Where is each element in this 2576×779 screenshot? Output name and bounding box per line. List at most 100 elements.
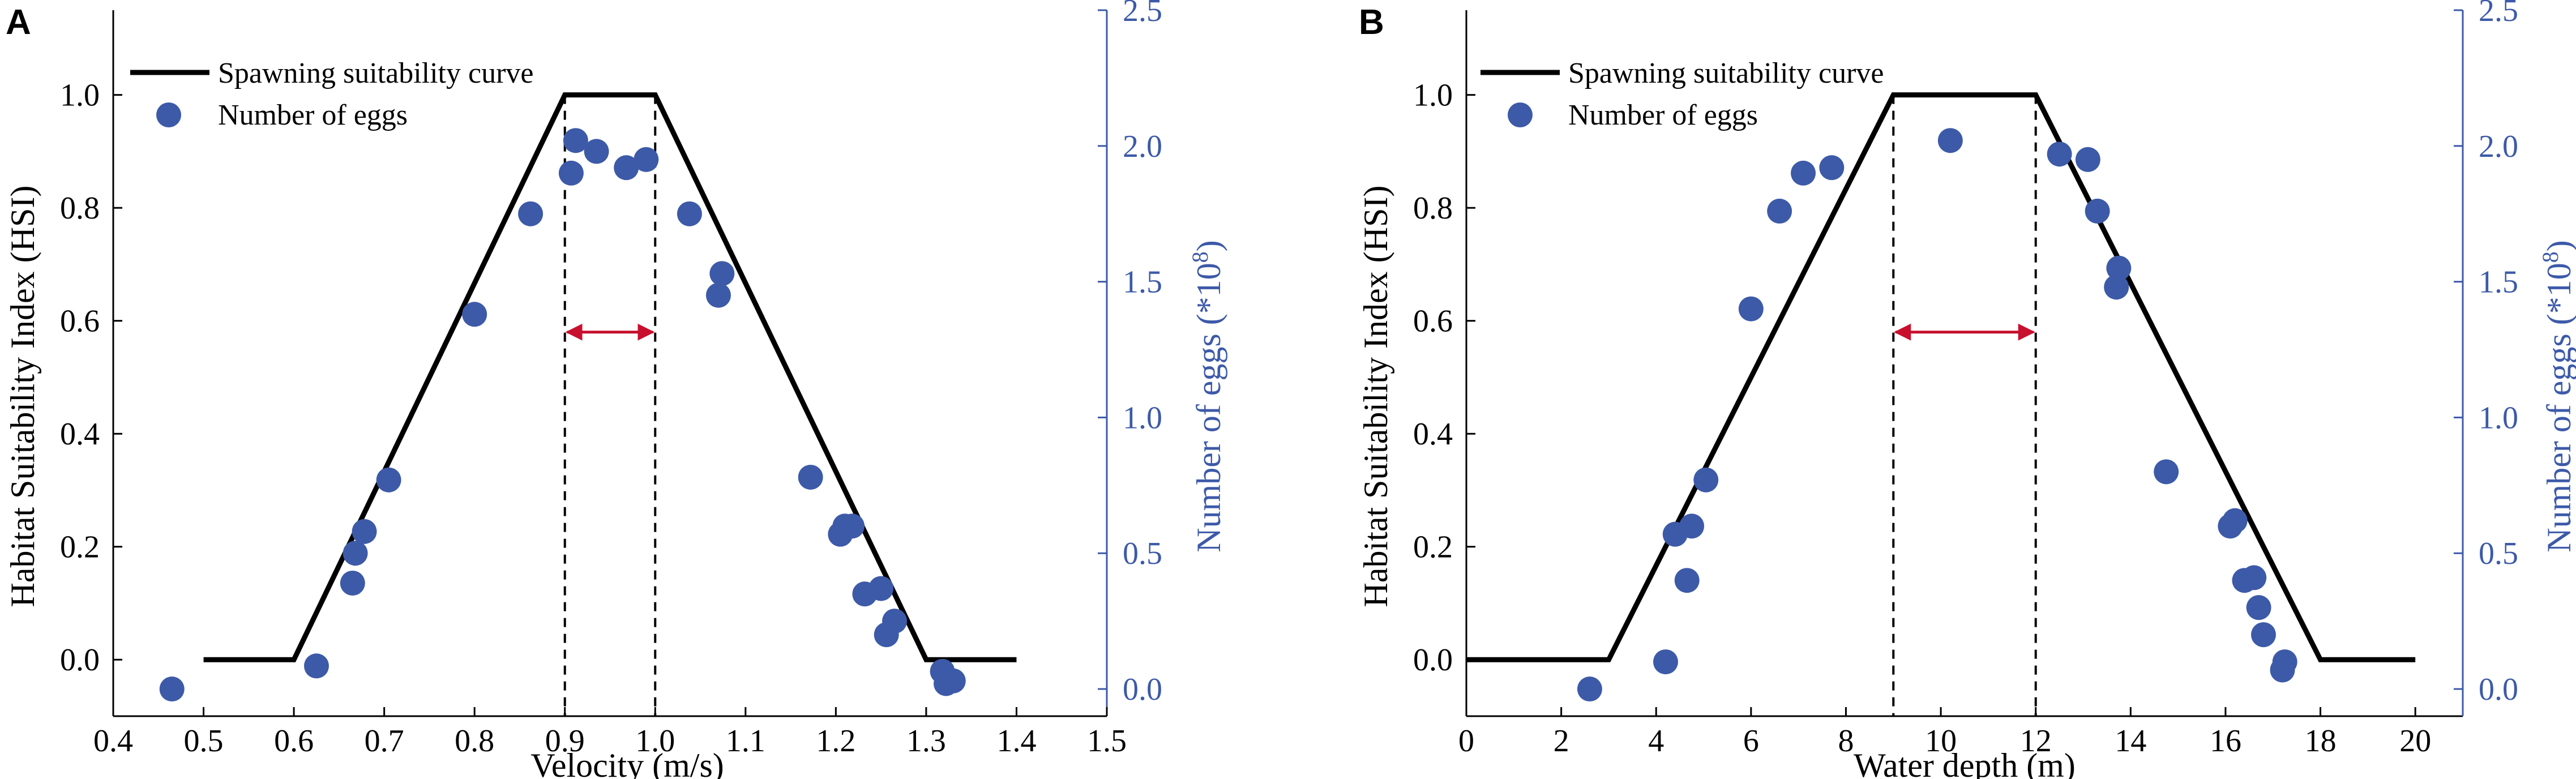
- y-tick-label: 0.6: [1413, 304, 1453, 339]
- egg-point: [2272, 649, 2297, 675]
- y2-axis-title-tail: ): [2540, 240, 2576, 251]
- egg-point: [1791, 160, 1816, 186]
- plot-layer: 0.4 0.5 0.6 0.7 0.8 0.9 1.0 1.1 1.2 1.3 1.4 1.5 0.0 0…: [60, 0, 1162, 759]
- y-axis-title: Habitat Suitability Index (HSI): [1357, 186, 1394, 607]
- x-tick-label: 16: [2210, 724, 2241, 759]
- y2-axis-title: Number of eggs (*108): [1187, 240, 1228, 553]
- egg-point: [1937, 128, 1963, 153]
- egg-point: [584, 139, 609, 164]
- x-axis-title: Velocity (m/s): [530, 747, 724, 779]
- x-tick-label: 2: [1554, 724, 1569, 759]
- x-tick-label: 0.8: [455, 724, 494, 759]
- egg-point: [518, 201, 544, 226]
- egg-point: [343, 541, 368, 566]
- x-tick-label: 8: [1838, 724, 1854, 759]
- x-tick-label: 0.5: [184, 724, 224, 759]
- panel-label: B: [1359, 3, 1384, 42]
- y-tick-label: 0.4: [60, 417, 100, 452]
- y2-axis-title-exponent: 8: [1187, 251, 1213, 263]
- y2-axis-title: Number of eggs (*108): [2538, 240, 2576, 553]
- egg-point: [2085, 198, 2110, 224]
- y-axis-title: Habitat Suitability Index (HSI): [4, 186, 41, 607]
- x-tick-label: 14: [2115, 724, 2146, 759]
- legend-label-eggs: Number of eggs: [1568, 99, 1758, 131]
- legend: Spawning suitability curve Number of egg…: [1480, 57, 1884, 131]
- chart-panel-a: A Habitat Suitability Index (HSI) Veloci…: [4, 0, 1227, 779]
- x-tick-label: 1.4: [996, 724, 1036, 759]
- egg-point: [352, 519, 377, 544]
- y2-tick-label: 0.0: [2479, 672, 2518, 707]
- x-tick-label: 1.2: [816, 724, 855, 759]
- x-axis-title: Water depth (m): [1854, 747, 2076, 779]
- y2-axis-title-main: Number of eggs (*10: [1190, 263, 1227, 553]
- egg-point: [677, 201, 702, 226]
- egg-point: [2106, 255, 2132, 281]
- x-tick-label: 0.4: [93, 724, 133, 759]
- egg-point: [558, 160, 584, 186]
- plot-layer: 0 2 4 6 8 10 12 14 16 18 20 0.0 0.2 0.4 0.6 0.8 1.0 0.0 0.…: [1413, 0, 2518, 759]
- egg-point: [940, 668, 966, 694]
- y2-tick-label: 2.5: [2479, 0, 2518, 28]
- egg-point: [2047, 142, 2072, 167]
- egg-point: [614, 155, 639, 181]
- x-tick-label: 10: [1925, 724, 1957, 759]
- y2-tick-label: 1.0: [1123, 400, 1162, 435]
- x-tick-label: 0: [1458, 724, 1474, 759]
- x-tick-label: 4: [1648, 724, 1664, 759]
- egg-point: [840, 513, 865, 539]
- egg-point: [2246, 595, 2271, 620]
- legend: Spawning suitability curve Number of egg…: [130, 57, 533, 131]
- x-tick-label: 20: [2399, 724, 2431, 759]
- x-tick-label: 0.6: [274, 724, 314, 759]
- y2-tick-label: 2.0: [1123, 129, 1162, 164]
- legend-label-curve: Spawning suitability curve: [218, 57, 533, 89]
- y-tick-label: 0.0: [1413, 643, 1453, 678]
- x-tick-label: 1.3: [906, 724, 946, 759]
- y-tick-label: 0.8: [60, 191, 100, 226]
- chart-panel-b: B Habitat Suitability Index (HSI) Water …: [1357, 0, 2576, 779]
- egg-point: [705, 283, 731, 308]
- y2-tick-label: 1.5: [1123, 265, 1162, 300]
- y2-tick-label: 1.5: [2479, 265, 2518, 300]
- y-tick-label: 0.0: [60, 643, 100, 678]
- y-tick-label: 0.2: [60, 530, 100, 565]
- y2-tick-label: 0.0: [1123, 672, 1162, 707]
- y-tick-label: 0.4: [1413, 417, 1453, 452]
- y2-tick-label: 1.0: [2479, 400, 2518, 435]
- x-tick-label: 0.9: [545, 724, 585, 759]
- egg-point: [709, 261, 735, 286]
- x-tick-label: 1.5: [1087, 724, 1127, 759]
- egg-point: [1819, 155, 1845, 181]
- egg-point: [563, 128, 588, 153]
- egg-point: [634, 147, 659, 172]
- y-tick-label: 0.6: [60, 304, 100, 339]
- egg-point: [868, 576, 894, 601]
- y2-tick-label: 0.5: [2479, 536, 2518, 571]
- legend-label-eggs: Number of eggs: [218, 99, 408, 131]
- y2-tick-label: 2.5: [1123, 0, 1162, 28]
- legend-marker-swatch: [1508, 102, 1533, 127]
- legend-marker-swatch: [156, 102, 181, 127]
- egg-point: [2222, 508, 2248, 533]
- egg-point: [340, 570, 365, 596]
- egg-point: [1653, 649, 1678, 675]
- y-tick-label: 1.0: [60, 78, 100, 113]
- egg-point: [1679, 513, 1705, 539]
- egg-point: [1693, 467, 1719, 493]
- y-tick-label: 1.0: [1413, 78, 1453, 113]
- x-tick-label: 6: [1743, 724, 1759, 759]
- panel-label: A: [6, 3, 31, 42]
- egg-point: [2241, 565, 2267, 590]
- egg-point: [159, 677, 185, 702]
- egg-point: [2104, 275, 2129, 300]
- y-tick-label: 0.8: [1413, 191, 1453, 226]
- x-tick-label: 1.0: [635, 724, 675, 759]
- egg-point: [2075, 147, 2100, 172]
- legend-label-curve: Spawning suitability curve: [1568, 57, 1884, 89]
- egg-point: [2251, 622, 2276, 648]
- x-tick-label: 18: [2305, 724, 2337, 759]
- egg-point: [1738, 296, 1764, 322]
- suitability-curve: [1466, 92, 2416, 662]
- x-tick-label: 0.7: [365, 724, 404, 759]
